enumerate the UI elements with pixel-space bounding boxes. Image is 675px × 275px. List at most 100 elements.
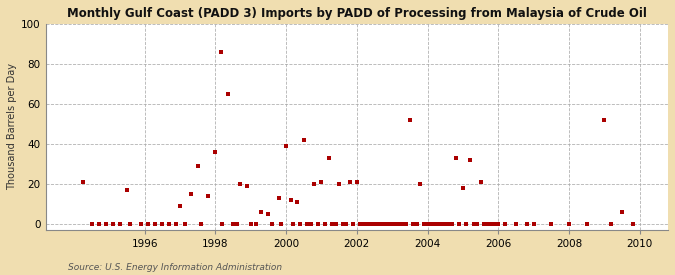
Point xyxy=(164,222,175,226)
Y-axis label: Thousand Barrels per Day: Thousand Barrels per Day xyxy=(7,63,17,190)
Point xyxy=(286,198,297,202)
Point xyxy=(295,222,306,226)
Text: Source: U.S. Energy Information Administration: Source: U.S. Energy Information Administ… xyxy=(68,263,281,272)
Point xyxy=(150,222,161,226)
Point xyxy=(256,210,267,214)
Point xyxy=(404,118,415,122)
Point xyxy=(171,222,182,226)
Point xyxy=(180,222,191,226)
Point xyxy=(327,222,338,226)
Point xyxy=(461,222,472,226)
Point xyxy=(627,222,638,226)
Point xyxy=(380,222,391,226)
Point xyxy=(394,222,405,226)
Point xyxy=(192,164,203,168)
Point xyxy=(440,222,451,226)
Point xyxy=(227,222,238,226)
Point xyxy=(157,222,167,226)
Point xyxy=(369,222,380,226)
Point xyxy=(292,200,302,204)
Point xyxy=(486,222,497,226)
Point xyxy=(122,188,132,192)
Point xyxy=(231,222,242,226)
Point xyxy=(458,186,468,190)
Point xyxy=(521,222,532,226)
Point xyxy=(203,194,214,198)
Point xyxy=(617,210,628,214)
Point xyxy=(429,222,440,226)
Point xyxy=(489,222,500,226)
Point xyxy=(306,222,317,226)
Point xyxy=(546,222,557,226)
Point xyxy=(267,222,277,226)
Point xyxy=(443,222,454,226)
Point xyxy=(78,180,88,184)
Point xyxy=(454,222,465,226)
Point xyxy=(86,222,97,226)
Point xyxy=(475,180,486,184)
Point xyxy=(564,222,574,226)
Point xyxy=(263,211,274,216)
Point xyxy=(408,222,418,226)
Point xyxy=(415,182,426,186)
Point xyxy=(115,222,126,226)
Point xyxy=(468,222,479,226)
Point xyxy=(196,222,207,226)
Point xyxy=(500,222,511,226)
Point xyxy=(352,180,362,184)
Point xyxy=(217,222,228,226)
Point xyxy=(493,222,504,226)
Point xyxy=(125,222,136,226)
Point xyxy=(250,222,261,226)
Point xyxy=(510,222,521,226)
Point xyxy=(298,138,309,142)
Point xyxy=(412,222,423,226)
Point xyxy=(433,222,443,226)
Point xyxy=(482,222,493,226)
Point xyxy=(93,222,104,226)
Point xyxy=(245,222,256,226)
Point xyxy=(418,222,429,226)
Point xyxy=(215,50,226,54)
Point xyxy=(362,222,373,226)
Point xyxy=(222,92,233,96)
Point xyxy=(383,222,394,226)
Point xyxy=(355,222,366,226)
Point xyxy=(348,222,358,226)
Point xyxy=(333,182,344,186)
Point xyxy=(479,222,489,226)
Point xyxy=(599,118,610,122)
Point xyxy=(175,204,186,208)
Point xyxy=(426,222,437,226)
Point xyxy=(242,184,252,188)
Point xyxy=(447,222,458,226)
Point xyxy=(436,222,447,226)
Point xyxy=(319,222,330,226)
Point xyxy=(288,222,298,226)
Point xyxy=(275,222,286,226)
Point xyxy=(235,182,246,186)
Point xyxy=(390,222,401,226)
Point xyxy=(338,222,348,226)
Point xyxy=(581,222,592,226)
Title: Monthly Gulf Coast (PADD 3) Imports by PADD of Processing from Malaysia of Crude: Monthly Gulf Coast (PADD 3) Imports by P… xyxy=(67,7,647,20)
Point xyxy=(358,222,369,226)
Point xyxy=(136,222,146,226)
Point xyxy=(341,222,352,226)
Point xyxy=(302,222,313,226)
Point xyxy=(273,196,284,200)
Point xyxy=(142,222,153,226)
Point xyxy=(316,180,327,184)
Point xyxy=(366,222,377,226)
Point xyxy=(281,144,292,148)
Point xyxy=(185,192,196,196)
Point xyxy=(309,182,320,186)
Point xyxy=(401,222,412,226)
Point xyxy=(529,222,539,226)
Point xyxy=(330,222,341,226)
Point xyxy=(107,222,118,226)
Point xyxy=(606,222,617,226)
Point xyxy=(450,156,461,160)
Point xyxy=(101,222,111,226)
Point xyxy=(422,222,433,226)
